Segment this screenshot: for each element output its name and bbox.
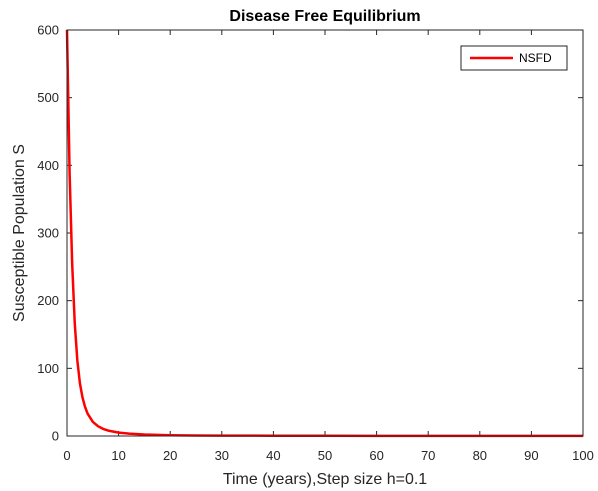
x-tick-label: 100 (572, 448, 594, 463)
x-tick-label: 0 (63, 448, 70, 463)
x-axis-ticks: 0 10 20 30 40 50 60 70 80 90 100 (63, 30, 594, 463)
x-tick-label: 40 (266, 448, 280, 463)
y-axis-label: Susceptible Population S (11, 144, 28, 322)
y-axis-ticks: 0 100 200 300 400 500 600 (37, 23, 583, 444)
y-tick-label: 600 (37, 23, 59, 38)
x-axis-label: Time (years),Step size h=0.1 (223, 471, 427, 488)
x-tick-label: 70 (421, 448, 435, 463)
legend-label-nsfd: NSFD (519, 51, 552, 65)
x-tick-label: 30 (215, 448, 229, 463)
y-tick-label: 100 (37, 361, 59, 376)
x-tick-label: 60 (369, 448, 383, 463)
x-tick-label: 50 (318, 448, 332, 463)
chart-title: Disease Free Equilibrium (229, 8, 420, 25)
y-tick-label: 400 (37, 158, 59, 173)
legend: NSFD (460, 45, 568, 71)
y-tick-label: 300 (37, 226, 59, 241)
x-tick-label: 10 (111, 448, 125, 463)
y-tick-label: 200 (37, 293, 59, 308)
y-tick-label: 500 (37, 90, 59, 105)
x-tick-label: 20 (163, 448, 177, 463)
y-tick-label: 0 (52, 429, 59, 444)
x-tick-label: 90 (524, 448, 538, 463)
x-tick-label: 80 (473, 448, 487, 463)
axes-frame (66, 29, 584, 437)
